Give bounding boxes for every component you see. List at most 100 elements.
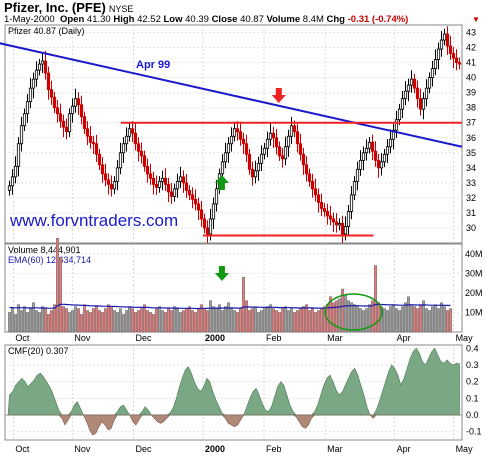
price-candle-body [391,129,396,140]
volume-bar [308,310,311,333]
price-candle-body [205,227,210,235]
price-candle-body [382,153,387,163]
chg-value: -0.31 (-0.74%) [347,14,409,25]
price-y-tick-label: 37 [466,118,476,128]
price-candle-body [277,146,282,157]
price-candle-body [259,153,264,164]
volume-bar [287,310,290,333]
price-candle-body [196,203,201,211]
price-y-tick-label: 38 [466,103,476,113]
price-candle-body [373,150,378,161]
volume-bar [95,306,98,333]
volume-bar [155,308,158,333]
price-candle-body [31,78,36,89]
cmf-x-tick-label: May [456,444,474,454]
scroll-down-arrow-icon[interactable]: ▼ [472,15,480,24]
chg-label: Chg [326,14,345,25]
price-candle-body [322,208,327,212]
volume-bar [110,306,113,333]
volume-bar [347,300,350,333]
volume-x-tick-label: May [456,333,474,343]
price-candle-body [25,101,30,115]
price-candle-body [325,211,330,217]
high-label: High [113,14,135,25]
price-candle-body [331,218,336,223]
price-candle-body [412,78,417,89]
volume-bar [98,310,101,333]
price-candle-body [76,98,81,106]
cmf-x-tick-label: Nov [74,444,91,454]
price-candle-body [370,141,375,152]
volume-bar [131,308,134,333]
volume-bar [14,314,17,333]
price-candle-body [79,104,84,118]
volume-bar [170,310,173,333]
price-candle-body [61,120,66,128]
price-candle-body [13,165,18,178]
cmf-legend: CMF(20) 0.307 [8,346,69,356]
price-legend: Pfizer 40.87 (Daily) [8,26,85,36]
volume-bar [362,310,365,333]
volume-bar [338,298,341,333]
volume-bar [305,304,308,333]
volume-y-tick-label: 20M [465,288,483,298]
price-candle-body [256,162,261,172]
price-candle-body [157,180,162,188]
company-name: Pfizer, Inc. (PFE) [4,0,106,15]
ema-line [9,303,451,310]
volume-bar [71,310,74,333]
price-candle-body [148,173,153,179]
volume-bar [47,314,50,333]
price-candle-body [49,89,54,98]
price-candle-body [397,108,402,121]
volume-bar [53,304,56,333]
volume-bar [413,306,416,333]
trendline [0,42,463,148]
volume-bar [449,308,452,333]
price-candle-body [433,59,438,70]
volume-bar [398,310,401,333]
volume-bar [83,304,86,333]
volume-bar [38,312,41,333]
volume-bar [371,300,374,333]
volume-bar [80,314,83,333]
volume-bar [419,304,422,333]
price-candle-body [55,107,60,115]
price-candle-body [115,167,120,182]
volume-bar [230,308,233,333]
price-candle-body [364,147,369,154]
volume-bar [23,306,26,333]
price-candle-body [70,105,75,115]
price-y-tick-label: 32 [466,193,476,203]
price-candle-body [250,168,255,178]
price-candle-body [298,143,303,155]
price-candle-body [265,138,270,149]
volume-bar [317,310,320,333]
volume-bar [272,308,275,333]
price-candle-body [304,164,309,175]
price-candle-body [172,188,177,197]
price-candle-body [19,125,24,145]
volume-bar [233,310,236,333]
price-candle-body [394,119,399,131]
price-candle-body [343,226,348,235]
volume-bar [29,308,32,333]
price-y-tick-label: 35 [466,148,476,158]
price-candle-body [175,180,180,190]
price-candle-body [442,33,447,41]
price-candle-body [130,128,135,134]
price-candle-body [274,137,279,148]
price-candle-body [376,159,381,169]
volume-bar [212,306,215,333]
volume-bar [104,308,107,333]
price-candle-body [253,170,258,178]
cmf-y-tick-label: 0.4 [466,343,479,353]
price-candle-body [316,194,321,203]
volume-bar [167,308,170,333]
price-candle-body [262,147,267,155]
price-candle-body [100,164,105,175]
volume-bar [56,237,59,333]
green-arrow-up-icon [214,175,229,190]
volume-bar [191,310,194,333]
